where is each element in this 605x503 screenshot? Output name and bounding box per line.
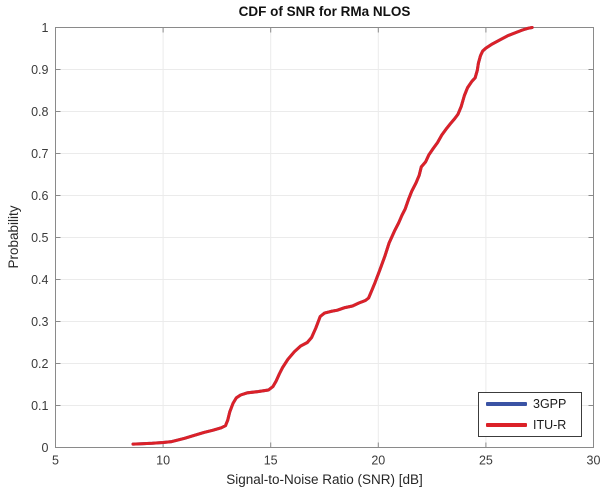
y-tick-label: 0.8 bbox=[31, 105, 48, 119]
y-axis-label: Probability bbox=[6, 205, 21, 269]
y-tick-label: 0.4 bbox=[31, 273, 48, 287]
y-tick-label: 0.3 bbox=[31, 315, 48, 329]
y-tick-label: 0.7 bbox=[31, 147, 48, 161]
legend-label-itur: ITU-R bbox=[533, 417, 567, 432]
legend-item-itur: ITU-R bbox=[479, 416, 581, 434]
legend: 3GPP ITU-R bbox=[478, 392, 582, 437]
y-tick-label: 0.1 bbox=[31, 399, 48, 413]
x-tick-label: 10 bbox=[156, 454, 170, 468]
y-tick-label: 0.5 bbox=[31, 231, 48, 245]
y-tick-label: 1 bbox=[42, 21, 49, 35]
3gpp-line-sample bbox=[486, 402, 527, 407]
y-tick-label: 0 bbox=[42, 441, 49, 455]
itur-line-sample bbox=[486, 422, 527, 427]
cdf-curve-3gpp bbox=[131, 26, 534, 446]
x-tick-label: 15 bbox=[264, 454, 278, 468]
cdf-curve-itu-r bbox=[131, 26, 534, 446]
x-axis-label: Signal-to-Noise Ratio (SNR) [dB] bbox=[226, 472, 423, 487]
y-tick-label: 0.9 bbox=[31, 63, 48, 77]
x-tick-label: 20 bbox=[371, 454, 385, 468]
y-tick-label: 0.2 bbox=[31, 357, 48, 371]
x-tick-label: 25 bbox=[479, 454, 493, 468]
x-tick-label: 30 bbox=[587, 454, 601, 468]
x-tick-label: 5 bbox=[52, 454, 59, 468]
legend-item-3gpp: 3GPP bbox=[479, 395, 581, 413]
legend-label-3gpp: 3GPP bbox=[533, 397, 567, 412]
chart-title: CDF of SNR for RMa NLOS bbox=[238, 4, 411, 19]
y-tick-label: 0.6 bbox=[31, 189, 48, 203]
